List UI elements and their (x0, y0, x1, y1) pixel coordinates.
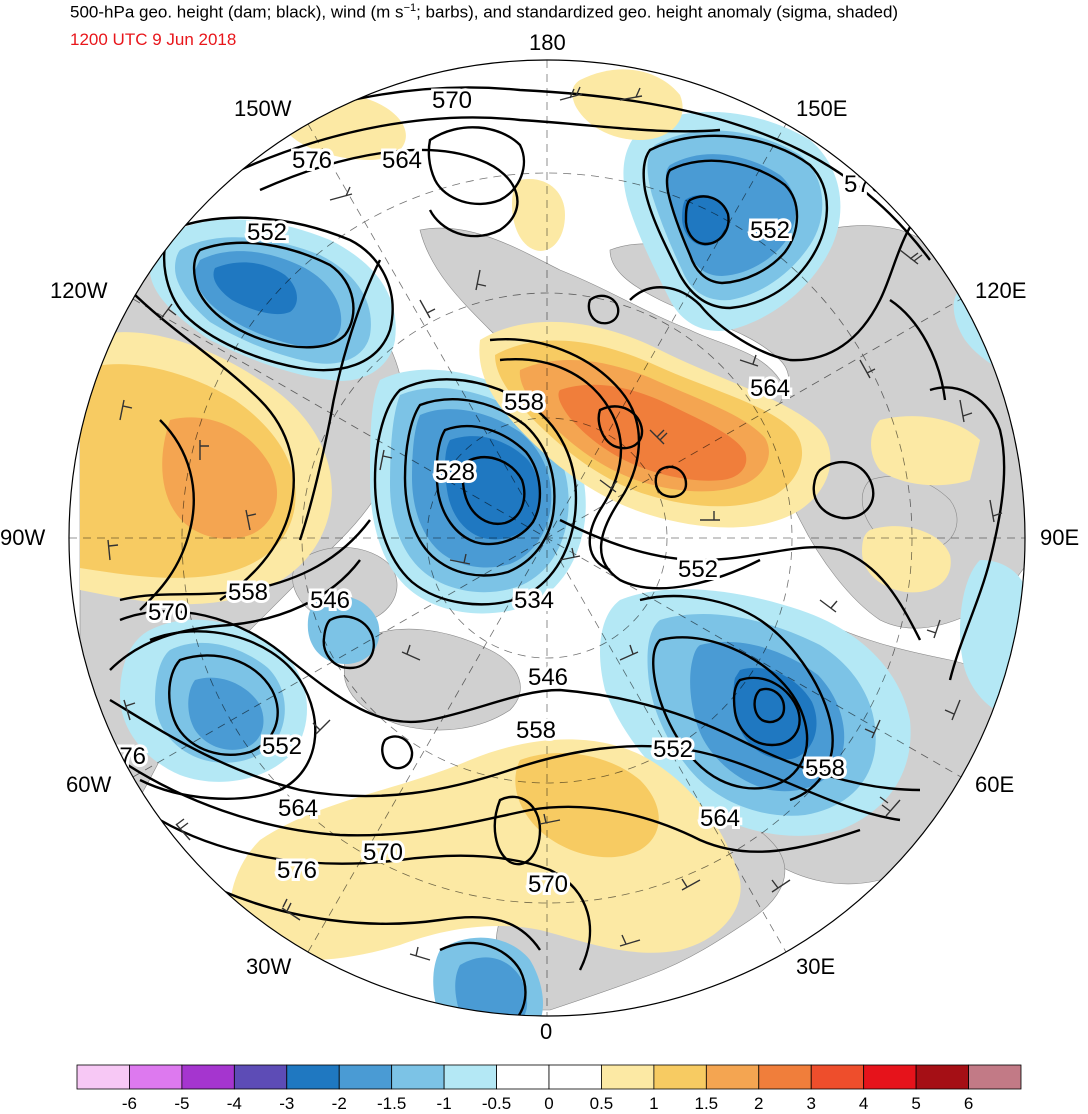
contour-label: 558 (228, 579, 268, 606)
colorbar-box (653, 1064, 707, 1090)
lon-label-90w: 90W (0, 525, 46, 550)
colorbar-tick-label: -4 (226, 1094, 242, 1113)
colorbar-box (705, 1064, 760, 1090)
valid-time-label: 1200 UTC 9 Jun 2018 (70, 30, 237, 49)
colorbar-box (233, 1064, 288, 1090)
colorbar-box (496, 1064, 550, 1090)
anomaly-colorbar (76, 1064, 1022, 1090)
colorbar-box (758, 1064, 812, 1090)
colorbar-box (129, 1064, 183, 1090)
contour-label: 564 (750, 375, 790, 402)
positive-anomaly-shading (80, 69, 980, 961)
lon-label-30w: 30W (246, 954, 292, 979)
contour-label: 570 (363, 839, 403, 866)
contour-label: 558 (805, 755, 845, 782)
contour-label: 528 (435, 459, 475, 486)
colorbar-tick-label: 1.5 (694, 1094, 719, 1113)
contour-label: 558 (504, 389, 544, 416)
contour-labels: 570 576 564 552 570 552 558 564 528 552 … (103, 84, 887, 901)
contour-label: 564 (278, 795, 318, 822)
lon-label-60w: 60W (66, 772, 112, 797)
colorbar-tick-label: -1 (436, 1094, 452, 1113)
polar-stereographic-map: 570 576 564 552 570 552 558 564 528 552 … (68, 59, 1026, 1017)
colorbar-tick-label: -0.5 (481, 1094, 512, 1113)
colorbar-tick-label: 2 (754, 1094, 764, 1113)
contour-label: 570 (528, 871, 568, 898)
contour-label: 546 (310, 587, 350, 614)
lon-label-150e: 150E (796, 96, 848, 121)
colorbar-tick-label: -6 (121, 1094, 137, 1113)
colorbar-tick-label: 1 (649, 1094, 659, 1113)
contour-label: 576 (277, 857, 317, 884)
colorbar-box (601, 1064, 655, 1090)
colorbar-tick-label: -2 (331, 1094, 347, 1113)
colorbar-tick-label: -3 (279, 1094, 295, 1113)
contour-label: 552 (262, 733, 302, 760)
colorbar-tick-label: 4 (858, 1094, 869, 1113)
lon-label-150w: 150W (234, 96, 292, 121)
lat-lon-grid (69, 60, 1025, 1016)
colorbar-box (915, 1064, 969, 1090)
lon-label-0: 0 (540, 1019, 553, 1044)
negative-anomaly-shading (120, 111, 1025, 1016)
contour-label: 576 (292, 147, 332, 174)
height-contours (109, 86, 1006, 1016)
contour-label: 564 (382, 147, 422, 174)
contour-label: 552 (750, 217, 790, 244)
contour-label: 570 (148, 599, 188, 626)
map-title: 500-hPa geo. height (dam; black), wind (… (70, 2, 899, 22)
colorbar-tick-label: 0 (544, 1094, 554, 1113)
lon-label-90e: 90E (1040, 525, 1080, 550)
colorbar-tick-label: -5 (174, 1094, 190, 1113)
contour-label: 558 (516, 717, 556, 744)
colorbar-tick-label: 3 (806, 1094, 816, 1113)
colorbar-box (443, 1064, 497, 1090)
colorbar-tick-label: 6 (963, 1094, 974, 1113)
colorbar-box (181, 1064, 235, 1090)
contour-label: 546 (528, 664, 568, 691)
colorbar-box (810, 1064, 865, 1090)
lon-label-180: 180 (529, 30, 566, 55)
contour-label: 552 (653, 736, 693, 763)
map-boundary (68, 59, 1026, 1017)
contour-label: 552 (247, 219, 287, 246)
colorbar-box (548, 1064, 602, 1090)
contour-label: 534 (514, 587, 554, 614)
colorbar-box (286, 1064, 340, 1090)
colorbar-box (863, 1064, 917, 1090)
lon-label-60e: 60E (975, 772, 1015, 797)
colorbar-box (76, 1064, 130, 1090)
colorbar-tick-label: -1.5 (377, 1094, 407, 1113)
contour-label: 570 (432, 87, 472, 114)
lon-label-120w: 120W (50, 278, 108, 303)
colorbar-box (391, 1064, 445, 1090)
colorbar-box (338, 1064, 393, 1090)
contour-label: 552 (678, 556, 718, 583)
lon-label-30e: 30E (796, 954, 836, 979)
colorbar-box (968, 1064, 1022, 1090)
colorbar-tick-label: 0.5 (589, 1094, 614, 1113)
contour-label: 576 (106, 743, 146, 770)
colorbar-tick-label: 5 (911, 1094, 921, 1113)
lon-label-120e: 120E (975, 278, 1027, 303)
contour-label: 564 (700, 805, 740, 832)
